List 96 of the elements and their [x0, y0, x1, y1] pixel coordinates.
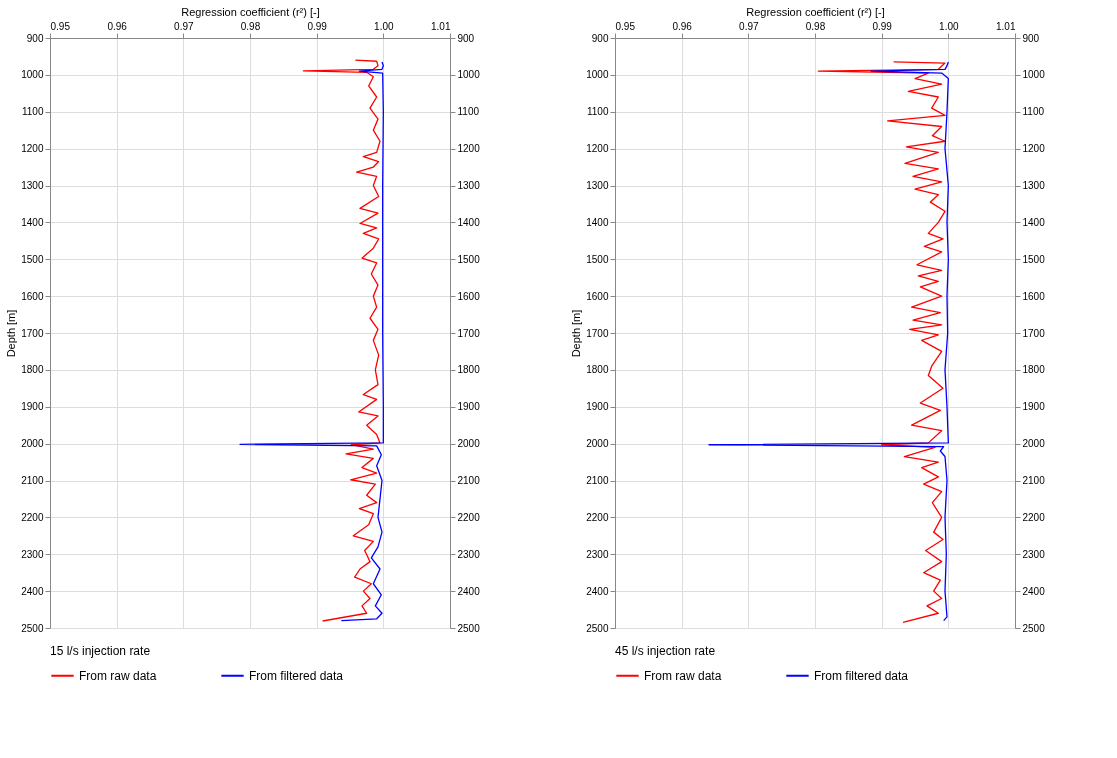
- y2-tick-label: 1800: [457, 364, 481, 376]
- y-tick-label: 1600: [586, 290, 609, 302]
- y2-tick-label: 2100: [457, 475, 481, 486]
- x-tick-label: 0.99: [307, 20, 328, 32]
- line-series: [302, 59, 381, 622]
- y2-tick-label: 2500: [457, 622, 481, 634]
- x-tick-label: 1.01: [431, 20, 451, 32]
- x-axis-title: Regression coefficient (r²) [-]: [746, 5, 885, 18]
- y2-tick-label: 1500: [457, 253, 481, 265]
- y-tick-label: 1000: [586, 69, 609, 81]
- y-tick-label: 1000: [21, 69, 44, 81]
- y-tick-label: 1700: [586, 327, 609, 339]
- y2-tick-label: 900: [1022, 32, 1040, 44]
- y-tick-label: 2200: [21, 511, 44, 523]
- line-series: [817, 61, 946, 624]
- y-tick-label: 2200: [586, 511, 609, 523]
- y-tick-label: 1600: [21, 290, 44, 302]
- y-tick-label: 1800: [586, 364, 609, 376]
- y2-tick-label: 1000: [457, 69, 481, 81]
- y-tick-label: 2400: [21, 585, 44, 597]
- y2-tick-label: 900: [457, 32, 475, 44]
- y2-tick-label: 1900: [457, 401, 481, 413]
- y2-tick-label: 1200: [1022, 143, 1046, 155]
- y-tick-label: 2300: [586, 548, 609, 560]
- y2-tick-label: 2100: [1022, 475, 1046, 486]
- x-tick-label: 1.00: [374, 20, 394, 32]
- y-tick-label: 900: [591, 32, 609, 44]
- x-tick-label: 0.96: [672, 20, 693, 32]
- y2-tick-label: 1200: [457, 143, 481, 155]
- y-tick-label: 1100: [586, 106, 609, 118]
- y-tick-label: 1100: [21, 106, 44, 118]
- y-tick-label: 2300: [21, 548, 44, 560]
- y2-tick-label: 2200: [1022, 511, 1046, 523]
- y-tick-label: 1800: [21, 364, 44, 376]
- y2-tick-label: 1700: [457, 327, 481, 339]
- legend-label: From raw data: [79, 668, 157, 683]
- legend-label: From filtered data: [814, 668, 909, 683]
- x-tick-label: 0.96: [107, 20, 128, 32]
- y-tick-label: 1700: [21, 327, 44, 339]
- y2-tick-label: 1400: [457, 216, 481, 228]
- y-tick-label: 2100: [586, 475, 609, 486]
- y-axis-title: Depth [m]: [5, 309, 18, 358]
- y-tick-label: 1400: [586, 216, 609, 228]
- line-series: [708, 61, 949, 622]
- x-tick-label: 0.97: [739, 20, 759, 32]
- y-axis-title: Depth [m]: [570, 309, 583, 358]
- y2-tick-label: 1500: [1022, 253, 1046, 265]
- y2-tick-label: 2500: [1022, 622, 1046, 634]
- y-tick-label: 1200: [586, 143, 609, 155]
- x-tick-label: 0.99: [872, 20, 893, 32]
- y2-tick-label: 1000: [1022, 69, 1046, 81]
- y2-tick-label: 2300: [1022, 548, 1046, 560]
- x-tick-label: 0.98: [240, 20, 261, 32]
- y2-tick-label: 1300: [457, 180, 481, 191]
- x-tick-label: 0.95: [615, 20, 636, 32]
- y-tick-label: 2400: [586, 585, 609, 597]
- y2-tick-label: 2000: [1022, 438, 1046, 450]
- legend-label: From raw data: [644, 668, 722, 683]
- y2-tick-label: 2200: [457, 511, 481, 523]
- y-tick-label: 2000: [586, 438, 609, 450]
- y2-tick-label: 1400: [1022, 216, 1046, 228]
- y-tick-label: 2500: [21, 622, 44, 634]
- x-tick-label: 0.97: [174, 20, 194, 32]
- y-tick-label: 2500: [586, 622, 609, 634]
- y2-tick-label: 1700: [1022, 327, 1046, 339]
- y2-tick-label: 1900: [1022, 401, 1046, 413]
- y2-tick-label: 2300: [457, 548, 481, 560]
- y2-tick-label: 2400: [457, 585, 481, 597]
- y2-tick-label: 1100: [1022, 106, 1045, 118]
- legend-title: 15 l/s injection rate: [50, 644, 151, 658]
- y-tick-label: 1900: [21, 401, 44, 413]
- x-tick-label: 1.01: [996, 20, 1016, 32]
- y-tick-label: 1500: [21, 253, 44, 265]
- x-axis-title: Regression coefficient (r²) [-]: [181, 5, 320, 18]
- y-tick-label: 2100: [21, 475, 44, 486]
- legend-title: 45 l/s injection rate: [615, 644, 716, 658]
- y-tick-label: 1900: [586, 401, 609, 413]
- y2-tick-label: 1100: [457, 106, 480, 118]
- y2-tick-label: 1600: [1022, 290, 1046, 302]
- y-tick-label: 1300: [586, 180, 609, 191]
- y2-tick-label: 1600: [457, 290, 481, 302]
- x-tick-label: 0.95: [50, 20, 71, 32]
- x-tick-label: 1.00: [939, 20, 959, 32]
- y2-tick-label: 2000: [457, 438, 481, 450]
- legend-label: From filtered data: [249, 668, 344, 683]
- y-tick-label: 1400: [21, 216, 44, 228]
- line-series: [239, 61, 384, 622]
- y-tick-label: 900: [26, 32, 44, 44]
- y-tick-label: 1500: [586, 253, 609, 265]
- x-tick-label: 0.98: [805, 20, 826, 32]
- y2-tick-label: 2400: [1022, 585, 1046, 597]
- y-tick-label: 2000: [21, 438, 44, 450]
- y-tick-label: 1300: [21, 180, 44, 191]
- y-tick-label: 1200: [21, 143, 44, 155]
- y2-tick-label: 1300: [1022, 180, 1046, 191]
- y2-tick-label: 1800: [1022, 364, 1046, 376]
